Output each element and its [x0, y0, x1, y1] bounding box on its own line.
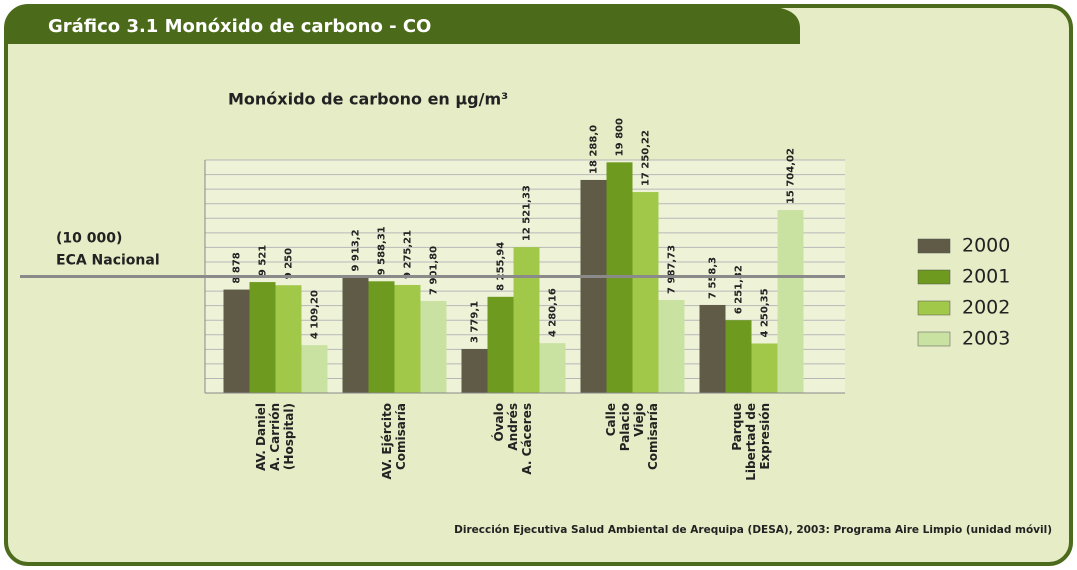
bar: [580, 179, 607, 393]
bar: [342, 277, 369, 393]
x-tick-label: Parque: [730, 403, 744, 451]
header-title: Gráfico 3.1 Monóxido de carbono - CO: [48, 16, 431, 37]
value-label: 9 521: [258, 245, 269, 276]
bar: [394, 284, 421, 393]
value-label: 9 275,21: [403, 230, 414, 279]
bar: [487, 296, 514, 393]
value-label: 8 878: [232, 252, 243, 283]
chart-title: Monóxido de carbono en µg/m³: [228, 90, 508, 109]
x-tick-label: Palacio: [618, 403, 632, 451]
value-label: 15 704,02: [786, 148, 797, 204]
legend-label: 2000: [962, 235, 1010, 257]
legend-label: 2003: [962, 328, 1010, 350]
x-tick-label: AV. Daniel: [254, 403, 268, 471]
bar: [223, 289, 250, 393]
bar: [513, 247, 540, 393]
value-label: 19 800: [615, 118, 626, 156]
x-tick-label: Andrés: [506, 403, 520, 451]
value-label: 6 251,32: [734, 265, 745, 314]
x-tick-label: Viejo: [632, 403, 646, 437]
bar: [275, 285, 302, 393]
bar: [632, 192, 659, 393]
x-tick-label: Comisaría: [394, 403, 408, 470]
bar: [658, 299, 685, 393]
bar: [751, 343, 778, 393]
value-label: 12 521,33: [522, 185, 533, 241]
reference-label: (10 000): [56, 231, 122, 247]
bar: [777, 210, 804, 393]
value-label: 4 109,20: [310, 290, 321, 339]
source: Dirección Ejecutiva Salud Ambiental de A…: [454, 524, 1052, 536]
value-label: 9 250: [284, 248, 295, 279]
value-label: 8 255,94: [496, 242, 507, 291]
value-label: 9 913,2: [351, 229, 362, 271]
bar: [699, 304, 726, 393]
legend-label: 2001: [962, 266, 1010, 288]
bar: [301, 345, 328, 393]
x-tick-label: A. Cáceres: [520, 403, 534, 475]
x-tick-label: Comisaría: [646, 403, 660, 470]
legend-swatch: [917, 269, 951, 285]
x-tick-label: (Hospital): [282, 403, 296, 470]
reference-label: ECA Nacional: [56, 253, 160, 269]
x-tick-label: Óvalo: [491, 403, 506, 441]
header-bar: [6, 6, 800, 44]
value-label: 4 280,16: [548, 288, 559, 337]
legend-swatch: [917, 300, 951, 316]
value-label: 9 588,31: [377, 226, 388, 275]
bar: [368, 281, 395, 393]
x-tick-label: A. Carrión: [268, 403, 282, 471]
bar: [461, 348, 488, 393]
value-label: 7 987,73: [667, 245, 678, 294]
bar: [420, 300, 447, 393]
legend-swatch: [917, 331, 951, 347]
x-tick-label: Expresión: [758, 403, 772, 470]
x-tick-label: Calle: [604, 403, 618, 436]
legend-label: 2002: [962, 297, 1010, 319]
x-tick-label: AV. Ejército: [380, 403, 394, 480]
x-tick-label: Libertad de: [744, 403, 758, 481]
bar: [725, 320, 752, 393]
value-label: 7 901,80: [429, 246, 440, 295]
bar: [249, 282, 276, 393]
bar: [539, 343, 566, 393]
value-label: 18 288,0: [589, 125, 600, 174]
value-label: 17 250,22: [641, 130, 652, 186]
value-label: 4 250,35: [760, 288, 771, 337]
value-label: 3 779,1: [470, 301, 481, 343]
legend-swatch: [917, 238, 951, 254]
